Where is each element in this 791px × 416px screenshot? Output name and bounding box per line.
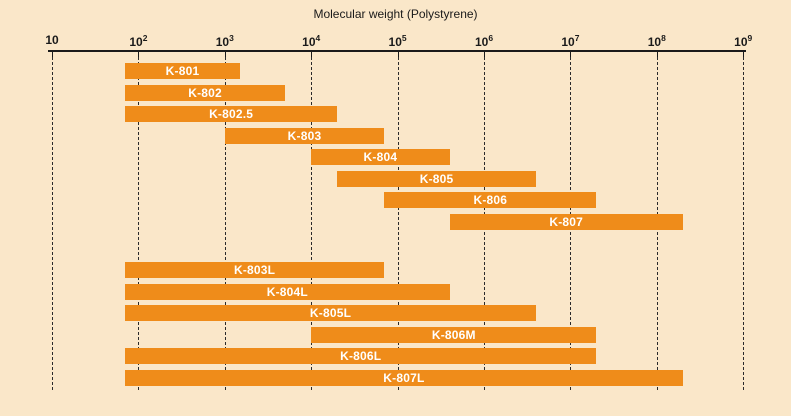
- gridline-10e2: [138, 57, 140, 390]
- x-tick-mark: [224, 52, 226, 57]
- x-tick-label-10e9: 109: [734, 33, 753, 49]
- range-bar-K-804L: K-804L: [125, 284, 450, 300]
- gridline-10e1: [52, 57, 53, 390]
- x-tick-mark: [570, 52, 572, 57]
- gridline-10e3: [224, 57, 226, 390]
- x-tick-mark: [397, 52, 399, 57]
- bar-label-K-806: K-806: [473, 193, 508, 207]
- bar-label-K-802.5: K-802.5: [209, 107, 254, 121]
- x-tick-mark: [138, 52, 140, 57]
- gridline-10e9: [743, 57, 745, 390]
- bar-label-K-805L: K-805L: [309, 306, 352, 320]
- range-bar-K-805: K-805: [337, 171, 536, 187]
- x-tick-label-10e2: 102: [129, 33, 148, 49]
- bar-label-K-807L: K-807L: [383, 371, 425, 385]
- range-bar-K-805L: K-805L: [125, 305, 537, 321]
- x-tick-label-10e5: 105: [388, 33, 407, 49]
- bar-label-K-807: K-807: [549, 215, 584, 229]
- x-tick-mark: [311, 52, 313, 57]
- bar-label-K-802: K-802: [188, 86, 222, 100]
- bar-label-K-805: K-805: [419, 172, 454, 186]
- range-bar-K-803: K-803: [224, 128, 385, 144]
- x-tick-label-10e1: 10: [45, 33, 59, 47]
- range-bar-K-806: K-806: [384, 192, 597, 208]
- x-tick-mark: [484, 52, 485, 57]
- x-tick-mark: [52, 52, 53, 57]
- range-bar-K-803L: K-803L: [125, 262, 385, 278]
- x-tick-label-10e6: 106: [474, 33, 494, 49]
- bar-label-K-803: K-803: [287, 129, 322, 143]
- gridline-10e4: [311, 57, 313, 390]
- bar-label-K-806M: K-806M: [431, 328, 476, 342]
- x-tick-mark: [743, 52, 745, 57]
- bar-label-K-804L: K-804L: [266, 285, 308, 299]
- bar-label-K-801: K-801: [165, 64, 200, 78]
- axis-title: Molecular weight (Polystyrene): [313, 7, 478, 21]
- bar-label-K-806L: K-806L: [340, 349, 382, 363]
- range-bar-K-801: K-801: [125, 63, 240, 79]
- range-bar-K-802.5: K-802.5: [125, 106, 338, 122]
- range-bar-K-806M: K-806M: [311, 327, 597, 343]
- range-bar-K-804: K-804: [311, 149, 450, 165]
- x-axis-line: [48, 50, 747, 52]
- x-tick-mark: [656, 52, 658, 57]
- bar-label-K-804: K-804: [363, 150, 398, 164]
- x-tick-label-10e7: 107: [561, 33, 580, 49]
- range-bar-K-802: K-802: [125, 85, 286, 101]
- x-tick-label-10e8: 108: [647, 33, 666, 49]
- x-tick-label-10e3: 103: [215, 33, 234, 49]
- range-bar-K-806L: K-806L: [125, 348, 597, 364]
- range-bar-K-807: K-807: [449, 214, 683, 230]
- bar-label-K-803L: K-803L: [234, 263, 276, 277]
- x-tick-label-10e4: 104: [302, 33, 321, 49]
- gridline-10e5: [397, 57, 399, 390]
- range-bar-K-807L: K-807L: [125, 370, 683, 386]
